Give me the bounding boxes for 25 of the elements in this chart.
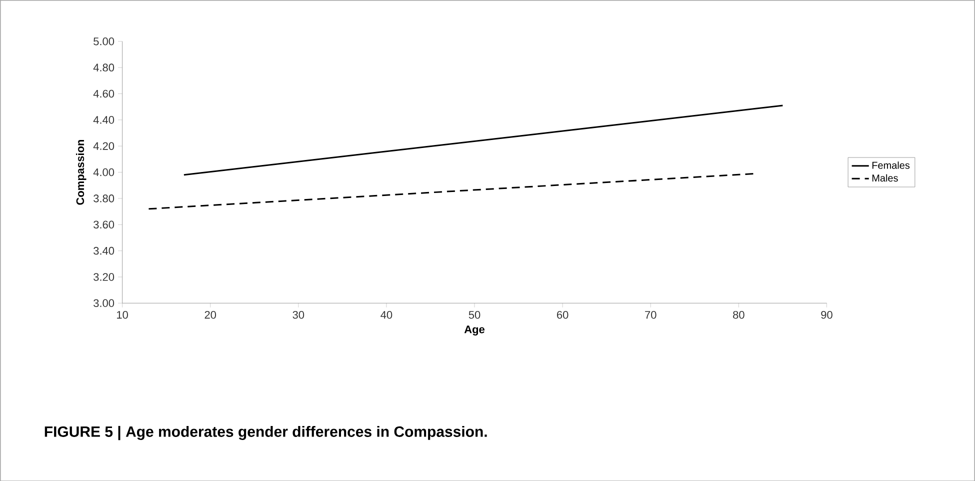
- y-tick-label: 3.80: [94, 194, 114, 202]
- x-tick-label: 80: [733, 310, 744, 319]
- x-tick-label: 10: [117, 310, 128, 319]
- x-tick-label: 50: [468, 310, 480, 319]
- y-tick-label: 4.40: [93, 116, 114, 124]
- x-tick-label: 20: [204, 310, 216, 319]
- x-tick-label: 30: [292, 310, 304, 319]
- y-axis-title: Compassion: [76, 140, 86, 205]
- y-tick-label: 4.20: [93, 142, 114, 150]
- y-tick-label: 3.60: [94, 220, 114, 228]
- x-tick-label: 70: [645, 310, 656, 319]
- y-tick-label: 3.40: [94, 246, 114, 254]
- legend-label: Females: [872, 161, 910, 169]
- y-tick-label: 3.00: [94, 299, 114, 307]
- y-tick-label: 4.80: [93, 63, 114, 72]
- y-tick-label: 4.60: [93, 90, 114, 98]
- x-tick-label: 90: [821, 310, 832, 319]
- caption: FIGURE 5 | Age moderates gender differences in Compassion.: [44, 426, 487, 440]
- legend-label: Males: [872, 174, 898, 182]
- x-axis-title: Age: [464, 325, 485, 336]
- x-tick-label: 40: [380, 310, 392, 319]
- x-tick-label: 60: [557, 310, 568, 319]
- y-tick-label: 3.20: [94, 272, 114, 281]
- y-tick-label: 4.00: [93, 168, 114, 176]
- y-tick-label: 5.00: [94, 37, 114, 46]
